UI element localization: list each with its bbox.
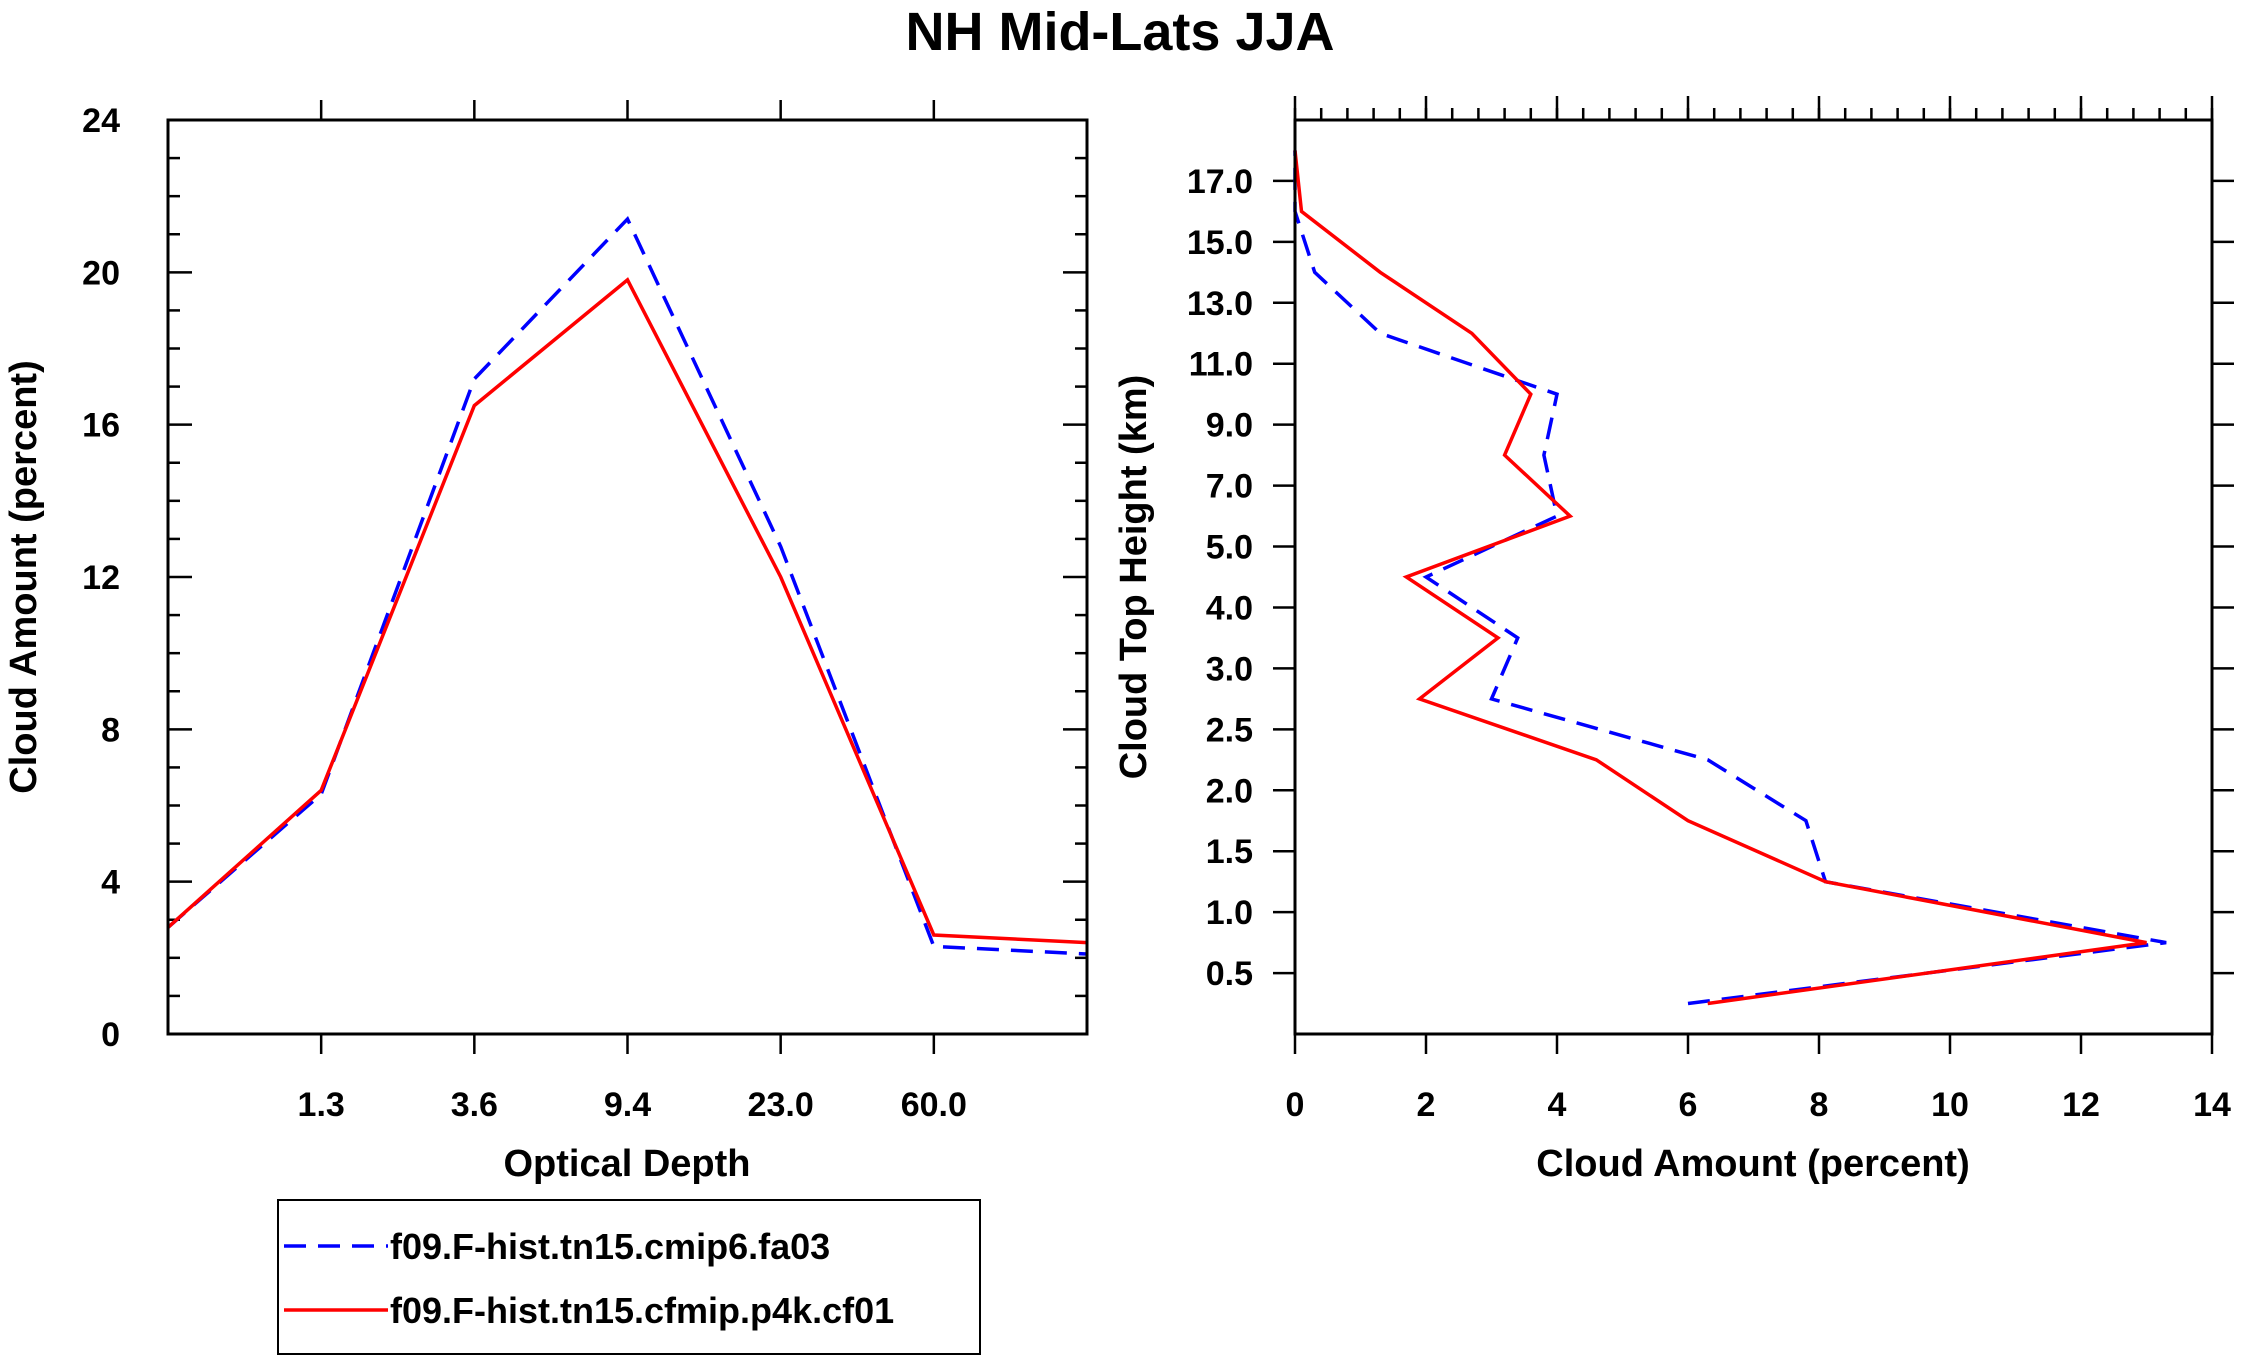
right-x-tick-label: 10 (1931, 1086, 1969, 1124)
right-y-tick-label: 15.0 (1187, 224, 1253, 262)
right-y-tick-label: 3.0 (1206, 650, 1253, 688)
left-series-line-1 (166, 215, 1088, 956)
right-x-axis-label: Cloud Amount (percent) (1536, 1143, 1969, 1185)
legend-label-2: f09.F-hist.tn15.cfmip.p4k.cf01 (390, 1290, 894, 1331)
left-plot-frame (166, 118, 1089, 1036)
left-x-tick-label: 3.6 (451, 1086, 498, 1124)
left-series-line-2 (166, 277, 1088, 945)
left-x-tick-label: 9.4 (604, 1086, 651, 1124)
left-x-tick-label: 60.0 (901, 1086, 967, 1124)
right-y-tick-label: 13.0 (1187, 285, 1253, 323)
left-y-tick-label: 12 (82, 559, 120, 597)
right-series (1293, 150, 2167, 1006)
left-x-axis-label: Optical Depth (503, 1143, 750, 1185)
right-y-tick-label: 4.0 (1206, 589, 1253, 627)
legend-box (277, 1199, 981, 1355)
right-y-tick-label: 11.0 (1189, 346, 1253, 384)
left-y-tick-label: 16 (82, 407, 120, 445)
right-x-tick-label: 0 (1286, 1086, 1305, 1124)
right-y-tick-label: 2.5 (1206, 711, 1253, 749)
legend: f09.F-hist.tn15.cmip6.fa03 f09.F-hist.tn… (277, 1199, 981, 1355)
right-x-tick-label: 8 (1810, 1086, 1829, 1124)
right-y-tick-label: 0.5 (1206, 955, 1253, 993)
right-x-tick-label: 12 (2062, 1086, 2100, 1124)
left-y-tick-label: 8 (101, 711, 120, 749)
right-x-tick-label: 6 (1679, 1086, 1698, 1124)
right-grid-ticks (1273, 96, 2234, 1054)
right-y-tick-label: 5.0 (1206, 529, 1253, 567)
right-series-line-1 (1293, 150, 2167, 1006)
right-plot: 0 2 4 6 8 10 12 14 0.5 1.0 1.5 2.0 2.5 3.0 4.0 5.0 7.0 9.… (1113, 96, 2234, 1185)
left-grid-ticks (168, 100, 1087, 1054)
right-x-tick-label: 4 (1548, 1086, 1567, 1124)
right-y-tick-label: 17.0 (1187, 163, 1253, 201)
left-x-tick-label: 23.0 (748, 1086, 814, 1124)
right-plot-frame (1293, 118, 2214, 1036)
right-y-axis-label: Cloud Top Height (km) (1113, 375, 1155, 780)
left-y-tick-label: 0 (101, 1016, 120, 1054)
left-y-axis-label: Cloud Amount (percent) (3, 360, 45, 793)
legend-label-1: f09.F-hist.tn15.cmip6.fa03 (390, 1226, 830, 1267)
left-x-tick-label: 1.3 (298, 1086, 345, 1124)
left-y-tick-label: 20 (82, 254, 120, 292)
right-y-tick-label: 9.0 (1206, 407, 1253, 445)
right-y-tick-label: 1.5 (1206, 833, 1253, 871)
right-x-tick-label: 2 (1417, 1086, 1436, 1124)
right-tick-labels: 0 2 4 6 8 10 12 14 0.5 1.0 1.5 2.0 2.5 3.0 4.0 5.0 7.0 9.… (1187, 163, 2231, 1124)
right-series-line-2 (1293, 150, 2147, 1006)
chart-title: NH Mid-Lats JJA (905, 2, 1334, 62)
left-y-tick-label: 4 (101, 864, 120, 902)
left-y-tick-label: 24 (82, 102, 120, 140)
right-y-tick-label: 2.0 (1206, 772, 1253, 810)
left-tick-labels: 0 4 8 12 16 20 24 1.3 3.6 9.4 23.0 60.0 (82, 102, 967, 1124)
left-series (166, 215, 1088, 956)
right-y-tick-label: 7.0 (1206, 468, 1253, 506)
left-plot: 0 4 8 12 16 20 24 1.3 3.6 9.4 23.0 60.0 Optical Dep… (3, 100, 1089, 1185)
right-y-tick-label: 1.0 (1206, 894, 1253, 932)
right-x-tick-label: 14 (2193, 1086, 2231, 1124)
